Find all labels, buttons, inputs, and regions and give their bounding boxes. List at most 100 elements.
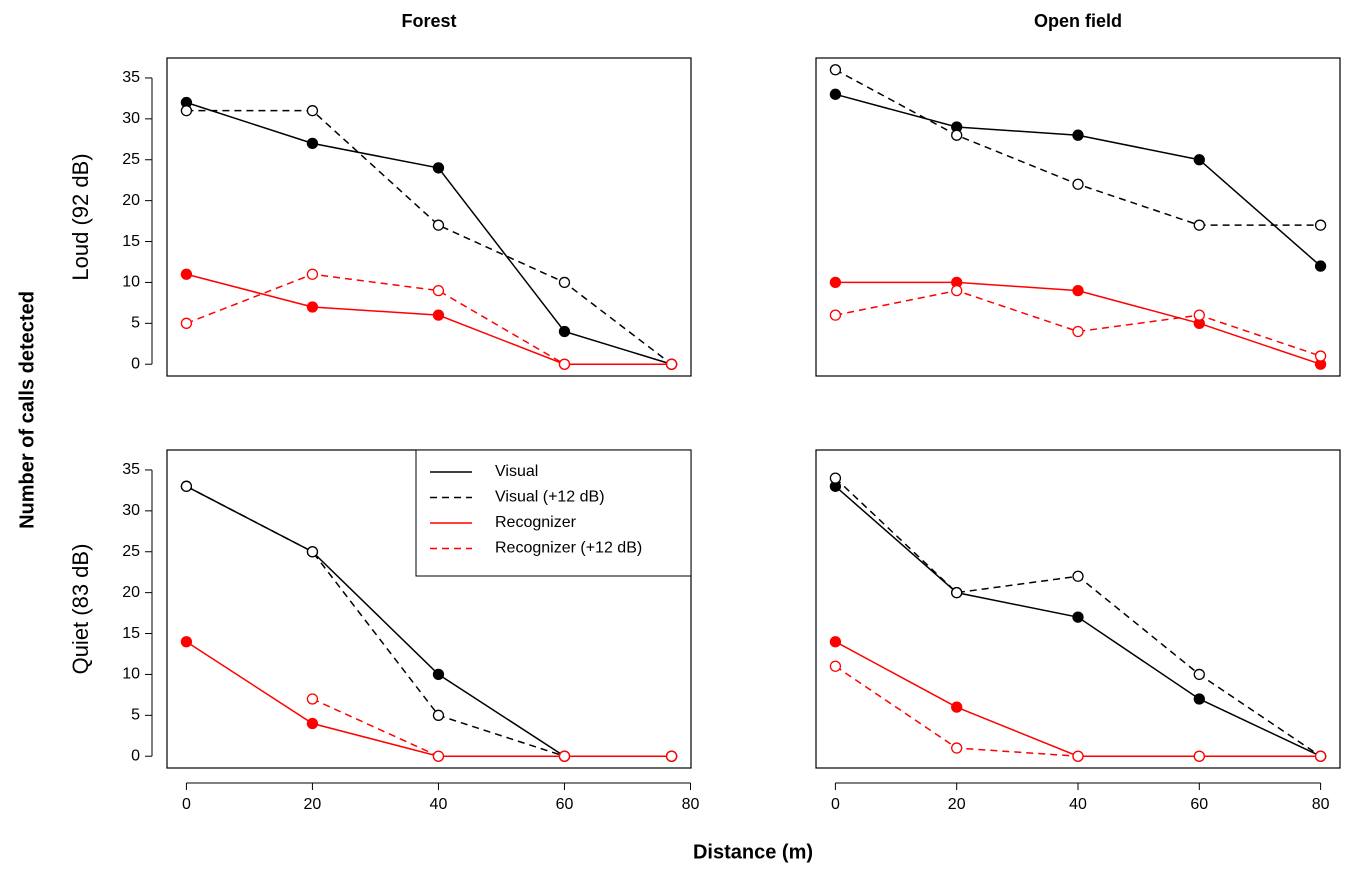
data-point <box>829 309 842 321</box>
data-point <box>432 219 445 231</box>
row-label: Quiet (83 dB) <box>68 544 93 675</box>
x-tick-label: 20 <box>948 796 966 813</box>
data-point <box>306 268 319 280</box>
y-tick-label: 35 <box>122 461 140 478</box>
data-point <box>829 636 842 648</box>
panel-title: Forest <box>401 11 456 31</box>
legend-label: Visual <box>495 463 538 480</box>
data-point <box>1193 219 1205 231</box>
series-line <box>186 109 673 365</box>
y-tick-label: 0 <box>131 747 140 764</box>
data-point <box>829 64 842 76</box>
panel-title: Open field <box>1034 11 1122 31</box>
plot-frame <box>815 449 1341 769</box>
plot-frame <box>815 57 1341 377</box>
data-point <box>306 301 319 313</box>
y-tick-label: 35 <box>122 69 140 86</box>
data-point <box>1314 750 1327 762</box>
data-point <box>1072 284 1084 297</box>
series-line <box>312 698 672 757</box>
data-point <box>558 750 571 762</box>
x-tick-label: 60 <box>1190 796 1208 813</box>
y-tick-label: 20 <box>122 584 140 601</box>
y-tick-label: 5 <box>131 315 140 332</box>
data-point <box>829 276 842 289</box>
series-line <box>834 665 1321 757</box>
series-line <box>186 273 672 365</box>
y-tick-label: 20 <box>122 192 140 209</box>
data-point <box>432 668 445 681</box>
plot-frame <box>166 57 692 377</box>
data-point <box>1193 309 1205 321</box>
data-point <box>180 105 193 117</box>
row-label: Loud (92 dB) <box>68 153 93 280</box>
data-point <box>180 317 193 329</box>
data-point <box>665 358 678 370</box>
data-point <box>829 472 842 484</box>
data-point <box>1072 129 1084 141</box>
data-point <box>829 660 842 672</box>
y-tick-label: 10 <box>122 666 140 683</box>
x-tick-label: 0 <box>831 796 840 813</box>
data-point <box>665 750 678 762</box>
data-point <box>951 284 963 297</box>
series-line <box>185 641 672 757</box>
legend-label: Visual (+12 dB) <box>495 489 605 506</box>
x-tick-label: 0 <box>182 796 191 813</box>
legend-label: Recognizer (+12 dB) <box>495 540 642 557</box>
y-tick-label: 30 <box>122 110 140 127</box>
x-tick-label: 40 <box>1069 796 1087 813</box>
series-line <box>835 641 1321 757</box>
series-line <box>186 273 672 365</box>
data-point <box>180 480 193 492</box>
data-point <box>432 750 445 762</box>
series-line <box>835 289 1321 357</box>
data-point <box>1072 611 1084 623</box>
data-point <box>1193 693 1205 705</box>
data-point <box>180 636 193 648</box>
data-point <box>180 268 193 280</box>
data-point <box>951 586 963 599</box>
data-point <box>1193 154 1205 166</box>
y-tick-label: 10 <box>122 274 140 291</box>
y-tick-label: 25 <box>122 543 140 560</box>
data-point <box>558 276 571 289</box>
data-point <box>1072 570 1084 582</box>
y-axis-title: Number of calls detected <box>16 291 38 529</box>
data-point <box>306 137 319 150</box>
data-point <box>432 162 445 174</box>
data-point <box>1314 260 1327 272</box>
x-tick-label: 20 <box>304 796 322 813</box>
data-point <box>1314 219 1327 231</box>
x-tick-label: 40 <box>430 796 448 813</box>
series-line <box>186 101 672 365</box>
data-point <box>1314 350 1327 362</box>
data-point <box>306 693 319 705</box>
x-tick-label: 80 <box>1312 796 1330 813</box>
data-point <box>951 742 963 754</box>
data-point <box>432 309 445 321</box>
y-tick-label: 0 <box>131 355 140 372</box>
legend-label: Recognizer <box>495 514 577 531</box>
data-point <box>829 88 842 100</box>
data-point <box>1072 178 1084 190</box>
data-point <box>1072 750 1084 762</box>
data-point <box>432 284 445 297</box>
data-point <box>432 709 445 721</box>
legend-box <box>415 449 692 577</box>
data-point <box>1072 325 1084 338</box>
data-point <box>306 105 319 117</box>
y-tick-label: 30 <box>122 502 140 519</box>
data-point <box>558 325 571 338</box>
y-tick-label: 15 <box>122 233 140 250</box>
data-point <box>1193 750 1205 762</box>
data-point <box>1193 668 1205 681</box>
x-tick-label: 80 <box>682 796 700 813</box>
y-tick-label: 5 <box>131 707 140 724</box>
y-tick-label: 25 <box>122 151 140 168</box>
data-point <box>951 701 963 713</box>
data-point <box>558 358 571 370</box>
data-point <box>306 546 319 558</box>
